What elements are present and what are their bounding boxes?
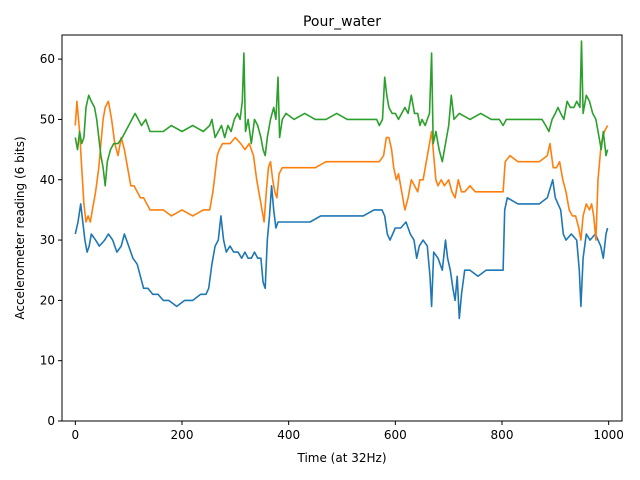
- x-tick-label: 0: [72, 428, 80, 442]
- plot-frame: [61, 34, 623, 422]
- y-tick-label: 30: [40, 233, 55, 247]
- x-tick-label: 800: [491, 428, 514, 442]
- y-axis-label: Accelerometer reading (6 bits): [13, 136, 27, 319]
- series-line-1: [74, 179, 609, 320]
- y-tick-label: 0: [47, 414, 55, 428]
- y-tick-label: 60: [40, 52, 55, 66]
- y-tick-label: 50: [40, 112, 55, 126]
- series-line-3: [74, 40, 609, 187]
- x-tick-label: 400: [277, 428, 300, 442]
- x-axis-label: Time (at 32Hz): [296, 451, 386, 465]
- x-tick-label: 600: [384, 428, 407, 442]
- tick-layer: 0 200 400 600 800 1000 0 10 20 30 40 50 60: [40, 52, 624, 442]
- x-tick-label: 1000: [593, 428, 624, 442]
- chart-title: Pour_water: [303, 14, 381, 30]
- y-tick-label: 10: [40, 354, 55, 368]
- series-layer: [74, 40, 609, 320]
- x-tick-label: 200: [171, 428, 194, 442]
- y-tick-label: 20: [40, 293, 55, 307]
- series-line-2: [74, 100, 609, 241]
- y-tick-label: 40: [40, 173, 55, 187]
